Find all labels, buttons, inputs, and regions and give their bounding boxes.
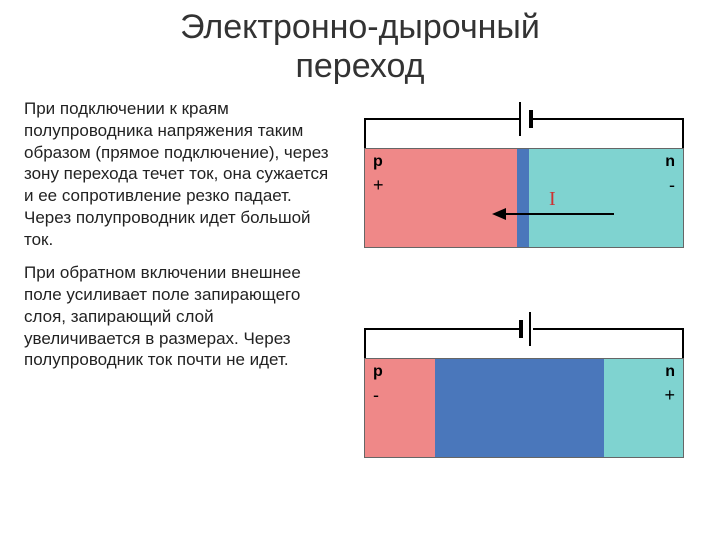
current-arrow-head [492,208,506,220]
junction-reverse: p - n + [364,358,684,458]
depletion-reverse [435,359,604,457]
depletion-forward [517,149,529,247]
paragraph-reverse: При обратном включении внешнее поле усил… [24,262,334,371]
diagram-forward-bias: p + n - I [354,98,704,268]
p-sign-r: - [373,385,379,406]
title-line-1: Электронно-дырочный [180,8,540,46]
p-label: p [373,153,383,171]
p-label-r: p [373,363,383,381]
current-label: I [549,188,556,211]
n-region-reverse: n + [604,359,684,457]
wire-top-left [364,118,519,120]
n-label-r: n [665,363,675,381]
diagram-column: p + n - I [334,98,704,518]
n-sign: - [669,175,675,196]
n-label: n [665,153,675,171]
diagram-reverse-bias: p - n + [354,308,704,478]
title-line-2: переход [295,47,424,85]
p-sign: + [373,175,384,196]
current-arrow-line [504,213,614,215]
p-region-reverse: p - [365,359,435,457]
wire-top-right [533,118,684,120]
wire-top-right-r [533,328,684,330]
description-column: При подключении к краям полупроводника н… [24,98,334,518]
page-title: Электронно-дырочный переход [0,8,720,86]
paragraph-forward: При подключении к краям полупроводника н… [24,98,334,250]
wire-top-left-r [364,328,519,330]
p-region-forward: p + [365,149,517,247]
junction-forward: p + n - [364,148,684,248]
n-sign-r: + [664,385,675,406]
